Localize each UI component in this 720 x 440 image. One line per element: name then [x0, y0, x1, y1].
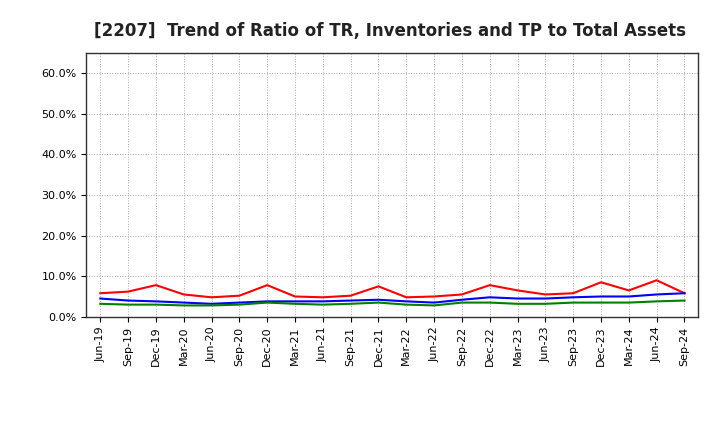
Inventories	[263, 299, 271, 304]
Inventories	[291, 299, 300, 304]
Line: Trade Receivables: Trade Receivables	[100, 280, 685, 297]
Trade Payables	[179, 303, 188, 308]
Inventories	[179, 300, 188, 305]
Trade Receivables	[96, 290, 104, 296]
Trade Receivables	[597, 280, 606, 285]
Trade Payables	[513, 301, 522, 306]
Trade Receivables	[207, 295, 216, 300]
Trade Payables	[96, 301, 104, 306]
Inventories	[318, 299, 327, 304]
Trade Receivables	[680, 290, 689, 296]
Trade Receivables	[652, 278, 661, 283]
Inventories	[569, 295, 577, 300]
Trade Payables	[346, 301, 355, 306]
Trade Receivables	[541, 292, 550, 297]
Trade Payables	[569, 300, 577, 305]
Trade Receivables	[569, 290, 577, 296]
Trade Payables	[124, 302, 132, 307]
Inventories	[541, 296, 550, 301]
Trade Payables	[402, 302, 410, 307]
Inventories	[597, 294, 606, 299]
Inventories	[235, 300, 243, 305]
Inventories	[207, 301, 216, 306]
Inventories	[680, 290, 689, 296]
Inventories	[513, 296, 522, 301]
Trade Payables	[597, 300, 606, 305]
Trade Receivables	[458, 292, 467, 297]
Inventories	[485, 295, 494, 300]
Trade Payables	[235, 302, 243, 307]
Line: Inventories: Inventories	[100, 293, 685, 304]
Trade Receivables	[152, 282, 161, 288]
Trade Receivables	[374, 284, 383, 289]
Line: Trade Payables: Trade Payables	[100, 301, 685, 305]
Inventories	[124, 298, 132, 303]
Trade Payables	[652, 299, 661, 304]
Trade Payables	[263, 300, 271, 305]
Trade Payables	[680, 298, 689, 303]
Trade Receivables	[235, 293, 243, 298]
Trade Receivables	[318, 295, 327, 300]
Trade Receivables	[624, 288, 633, 293]
Trade Receivables	[430, 294, 438, 299]
Trade Payables	[541, 301, 550, 306]
Trade Payables	[430, 303, 438, 308]
Trade Receivables	[124, 289, 132, 294]
Legend: Trade Receivables, Inventories, Trade Payables: Trade Receivables, Inventories, Trade Pa…	[143, 435, 642, 440]
Trade Payables	[485, 300, 494, 305]
Trade Receivables	[346, 293, 355, 298]
Trade Payables	[207, 303, 216, 308]
Trade Payables	[624, 300, 633, 305]
Trade Receivables	[513, 288, 522, 293]
Trade Receivables	[485, 282, 494, 288]
Inventories	[346, 298, 355, 303]
Trade Receivables	[179, 292, 188, 297]
Trade Receivables	[402, 295, 410, 300]
Inventories	[652, 292, 661, 297]
Inventories	[458, 297, 467, 302]
Inventories	[152, 299, 161, 304]
Trade Payables	[318, 302, 327, 307]
Text: [2207]  Trend of Ratio of TR, Inventories and TP to Total Assets: [2207] Trend of Ratio of TR, Inventories…	[94, 22, 685, 40]
Inventories	[430, 300, 438, 305]
Trade Receivables	[291, 294, 300, 299]
Inventories	[624, 294, 633, 299]
Trade Payables	[152, 302, 161, 307]
Inventories	[402, 299, 410, 304]
Inventories	[374, 297, 383, 302]
Inventories	[96, 296, 104, 301]
Trade Payables	[374, 300, 383, 305]
Trade Receivables	[263, 282, 271, 288]
Trade Payables	[291, 301, 300, 306]
Trade Payables	[458, 300, 467, 305]
